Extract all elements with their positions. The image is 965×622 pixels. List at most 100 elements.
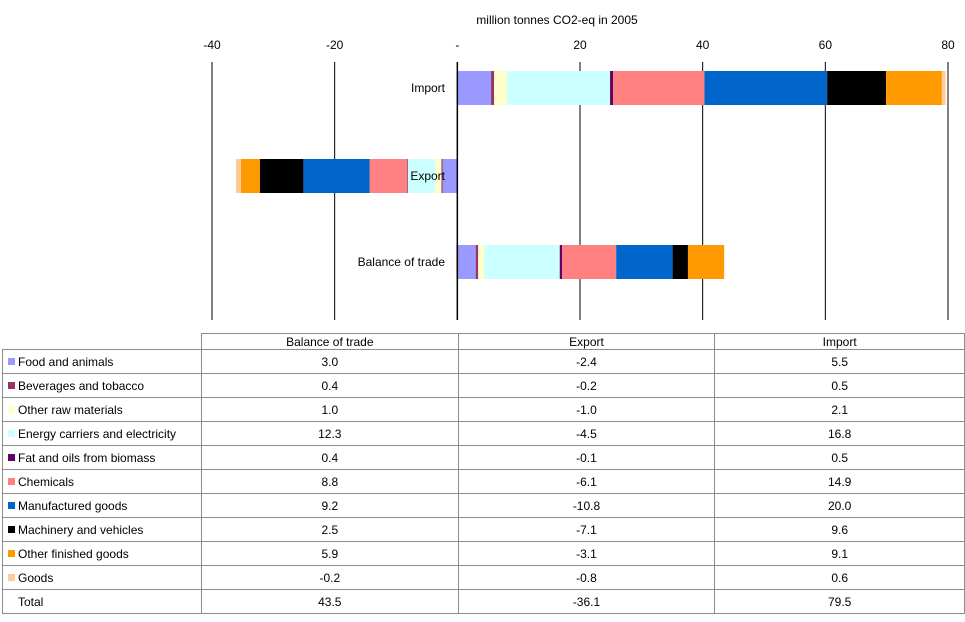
bar-segment bbox=[435, 159, 442, 193]
series-name: Other finished goods bbox=[18, 546, 129, 561]
value-cell: 9.2 bbox=[200, 493, 459, 518]
column-header: Import bbox=[714, 333, 965, 350]
series-legend-cell: Other finished goods bbox=[2, 541, 202, 566]
value-cell: 8.8 bbox=[200, 469, 459, 494]
series-name: Other raw materials bbox=[18, 402, 123, 417]
value-cell: -6.1 bbox=[457, 469, 716, 494]
chart-title: million tonnes CO2-eq in 2005 bbox=[476, 13, 638, 27]
legend-swatch bbox=[8, 381, 15, 389]
table-row: Energy carriers and electricity 12.3 -4.5 1… bbox=[2, 421, 965, 446]
table-row: Chemicals 8.8 -6.1 14.9 bbox=[2, 469, 965, 494]
series-name: Machinery and vehicles bbox=[18, 522, 144, 537]
bar-segment bbox=[442, 159, 458, 193]
legend-swatch bbox=[8, 429, 15, 437]
bar-segment bbox=[484, 245, 560, 279]
value-cell: -3.1 bbox=[457, 541, 716, 566]
value-cell: 20.0 bbox=[714, 493, 965, 518]
value-cell: -10.8 bbox=[457, 493, 716, 518]
category-labels: Import Export Balance of trade bbox=[358, 81, 446, 269]
value-cell: 5.9 bbox=[200, 541, 459, 566]
table-row: Goods -0.2 -0.8 0.6 bbox=[2, 565, 965, 590]
value-cell: 9.6 bbox=[714, 517, 965, 542]
x-axis-tick-labels: -40 -20-20 40 60 80 bbox=[203, 38, 955, 52]
bar-segment bbox=[562, 245, 617, 279]
column-header: Export bbox=[457, 333, 716, 350]
bar-segment bbox=[672, 245, 688, 279]
value-cell: -7.1 bbox=[457, 517, 716, 542]
value-cell: 0.5 bbox=[714, 445, 965, 470]
bar-segment bbox=[827, 71, 887, 105]
series-legend-cell: Manufactured goods bbox=[2, 493, 202, 518]
bar-segment bbox=[240, 159, 260, 193]
value-cell: 2.1 bbox=[714, 397, 965, 422]
value-cell: -36.1 bbox=[457, 589, 716, 614]
bar-segment bbox=[507, 71, 611, 105]
stacked-bar-chart: million tonnes CO2-eq in 2005 -40 -20-20 4… bbox=[203, 13, 955, 320]
legend-swatch bbox=[8, 573, 15, 581]
table-row: Fat and oils from biomass 0.4 -0.1 0.5 bbox=[2, 445, 965, 470]
bar-segment bbox=[303, 159, 370, 193]
bar-segment bbox=[494, 71, 508, 105]
series-legend-cell: Total bbox=[2, 589, 202, 614]
series-name: Energy carriers and electricity bbox=[18, 426, 177, 441]
legend-swatch bbox=[8, 477, 15, 485]
value-cell: 0.4 bbox=[200, 373, 459, 398]
value-cell: -0.2 bbox=[200, 565, 459, 590]
series-name: Fat and oils from biomass bbox=[18, 450, 156, 465]
table-row: Manufactured goods 9.2 -10.8 20.0 bbox=[2, 493, 965, 518]
x-tick-label: -20 bbox=[326, 38, 344, 52]
bar-segment bbox=[616, 245, 673, 279]
series-legend-cell: Beverages and tobacco bbox=[2, 373, 202, 398]
value-cell: 0.5 bbox=[714, 373, 965, 398]
bar-segment bbox=[369, 159, 408, 193]
x-tick-label: 60 bbox=[819, 38, 833, 52]
bar-segment bbox=[478, 245, 485, 279]
series-legend-cell: Fat and oils from biomass bbox=[2, 445, 202, 470]
series-name: Food and animals bbox=[18, 354, 114, 369]
bar-segment bbox=[235, 159, 241, 193]
series-name: Goods bbox=[18, 570, 54, 585]
value-cell: 5.5 bbox=[714, 349, 965, 374]
value-cell: 16.8 bbox=[714, 421, 965, 446]
table-row: Other finished goods 5.9 -3.1 9.1 bbox=[2, 541, 965, 566]
bar-segment bbox=[407, 159, 408, 193]
legend-swatch bbox=[8, 501, 15, 509]
bar-segment bbox=[475, 245, 479, 279]
value-cell: -0.2 bbox=[457, 373, 716, 398]
x-tick-label: - bbox=[455, 38, 459, 52]
legend-swatch bbox=[8, 453, 15, 461]
value-cell: 2.5 bbox=[200, 517, 459, 542]
value-cell: 14.9 bbox=[714, 469, 965, 494]
x-tick-label: -40 bbox=[203, 38, 221, 52]
bar-segment bbox=[610, 71, 614, 105]
column-header: Balance of trade bbox=[200, 333, 459, 350]
value-cell: 0.6 bbox=[714, 565, 965, 590]
series-legend-cell: Energy carriers and electricity bbox=[2, 421, 202, 446]
category-label: Export bbox=[410, 169, 445, 183]
legend-swatch bbox=[8, 525, 15, 533]
table-row: Machinery and vehicles 2.5 -7.1 9.6 bbox=[2, 517, 965, 542]
legend-swatch bbox=[8, 357, 15, 365]
value-cell: 0.4 bbox=[200, 445, 459, 470]
series-legend-cell: Food and animals bbox=[2, 349, 202, 374]
value-cell: -1.0 bbox=[457, 397, 716, 422]
series-name: Beverages and tobacco bbox=[18, 378, 145, 393]
table-body: Food and animals 3.0 -2.4 5.5 Beverages and … bbox=[2, 349, 965, 614]
value-cell: -0.1 bbox=[457, 445, 716, 470]
table-header-row: Balance of trade Export Import bbox=[2, 333, 965, 350]
value-cell: -2.4 bbox=[457, 349, 716, 374]
bar-segment bbox=[704, 71, 828, 105]
bar-segment bbox=[457, 71, 492, 105]
series-legend-cell: Goods bbox=[2, 565, 202, 590]
bar-segment bbox=[941, 71, 946, 105]
value-cell: 9.1 bbox=[714, 541, 965, 566]
series-legend-cell: Machinery and vehicles bbox=[2, 517, 202, 542]
x-tick-label: 20 bbox=[573, 38, 587, 52]
category-label: Import bbox=[411, 81, 446, 95]
x-tick-label: 80 bbox=[941, 38, 955, 52]
data-table: Balance of trade Export Import Food and … bbox=[2, 333, 965, 614]
bar-segment bbox=[491, 71, 495, 105]
table-row: Total 43.5 -36.1 79.5 bbox=[2, 589, 965, 614]
table-corner bbox=[2, 333, 202, 350]
value-cell: 3.0 bbox=[200, 349, 459, 374]
